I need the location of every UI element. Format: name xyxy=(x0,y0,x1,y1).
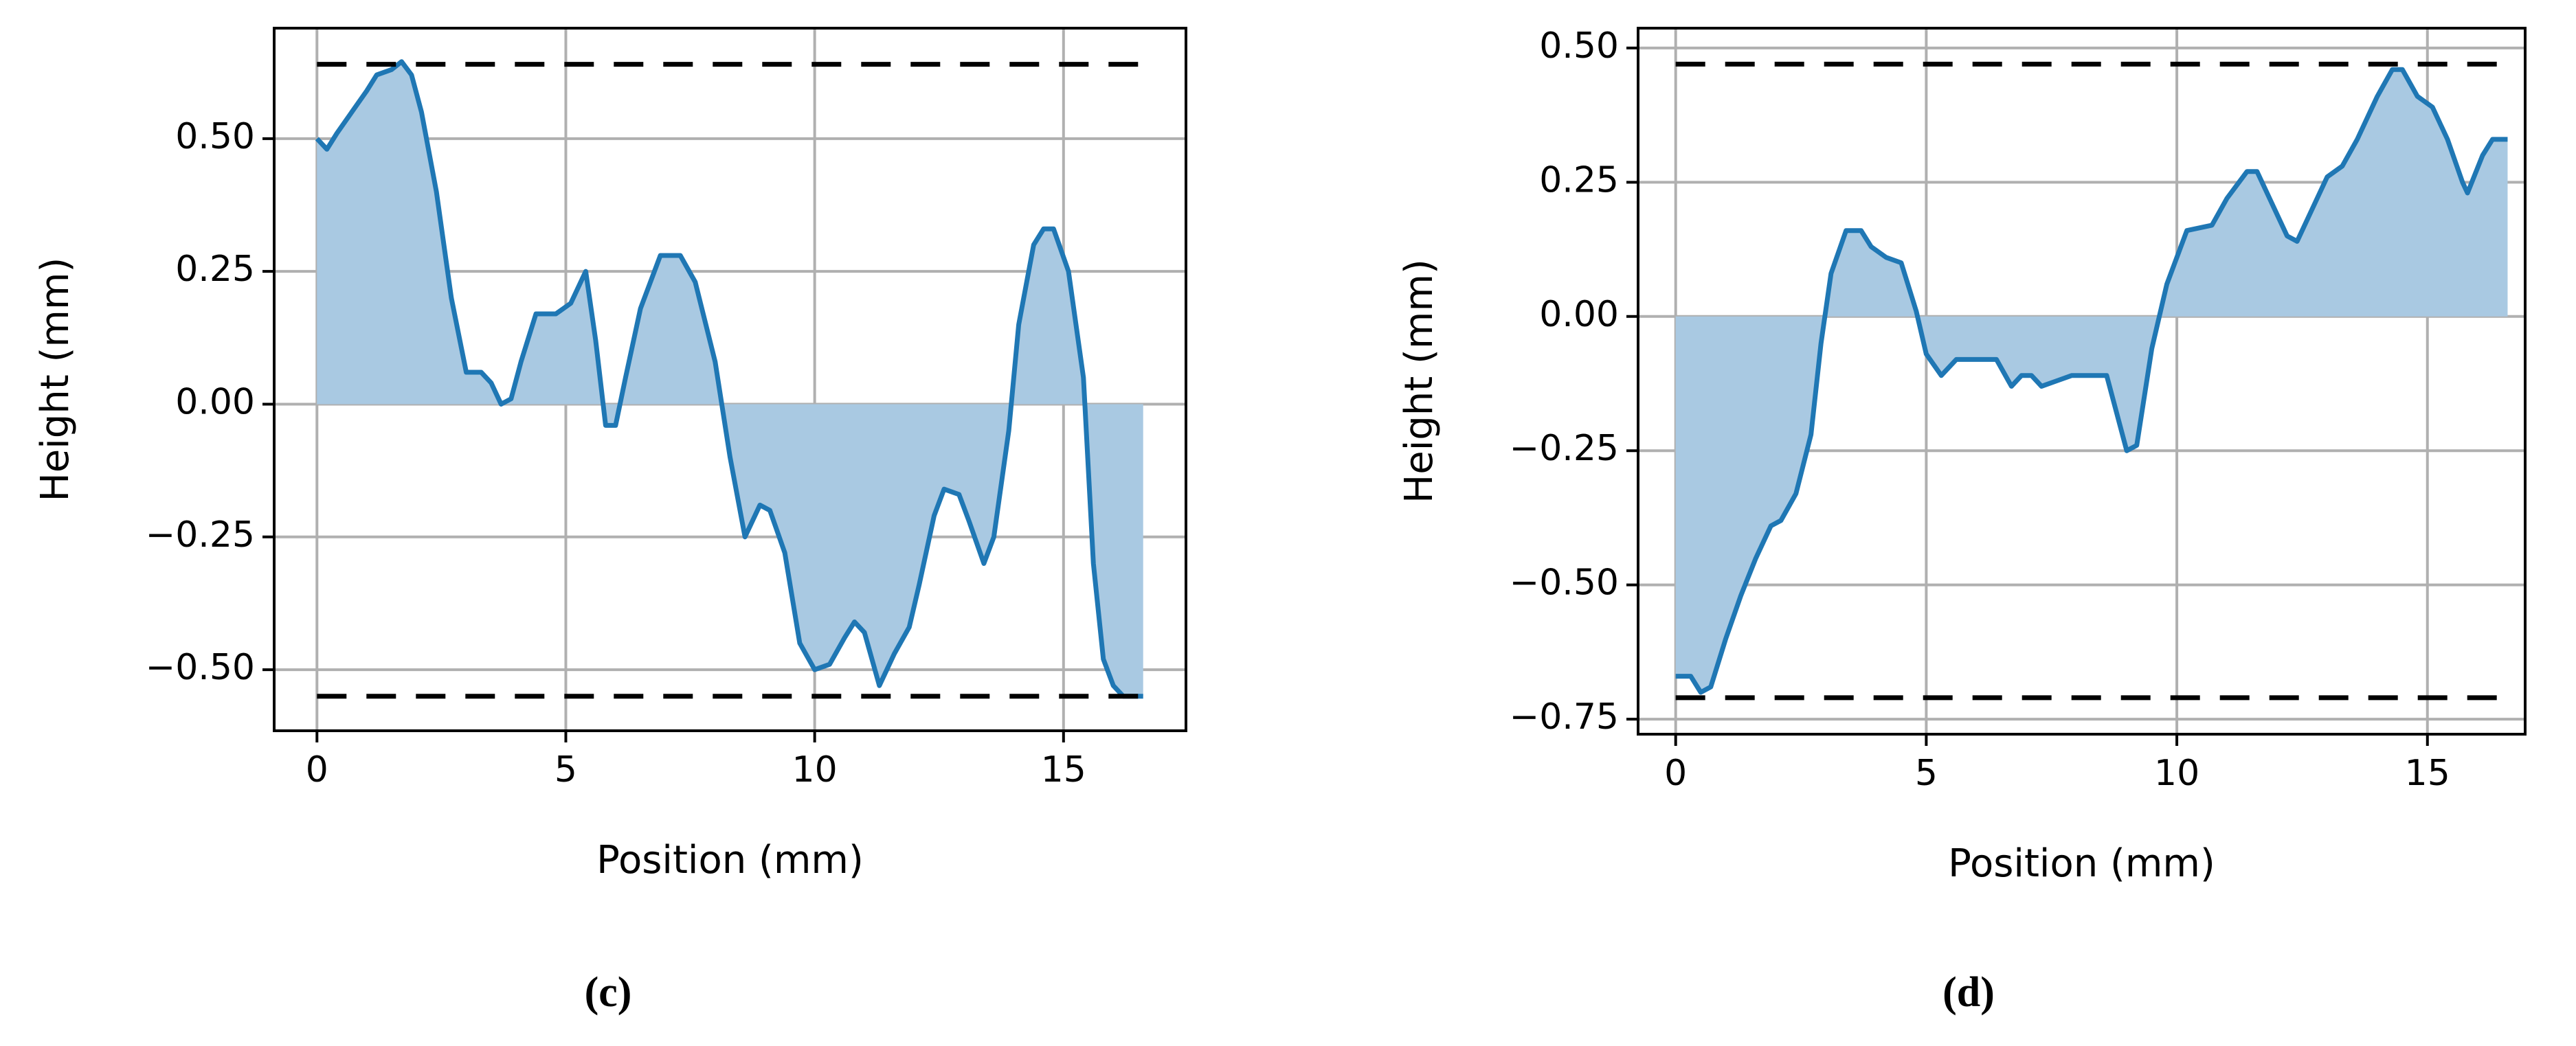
chart: 0 5 10 15 −0.75 −0.50 −0.25 0.00 0.25 0.50 Positio… xyxy=(1397,25,2527,1016)
y-axis-label: Height (mm) xyxy=(1397,259,1442,503)
y-tick-label: −0.50 xyxy=(146,647,255,688)
x-tick-label: 10 xyxy=(2154,753,2199,794)
x-axis-label: Position (mm) xyxy=(1948,841,2215,886)
y-tick-label: 0.50 xyxy=(175,116,255,157)
y-tick-label: 0.00 xyxy=(175,381,255,422)
x-tick-label: 15 xyxy=(2405,753,2450,794)
y-tick-label: −0.25 xyxy=(146,514,255,556)
axes-frame xyxy=(273,27,1187,732)
y-tick-label: 0.25 xyxy=(1539,159,1619,201)
data-line xyxy=(1675,67,2508,695)
x-tick-label: 15 xyxy=(1041,749,1086,791)
y-tick-label: −0.75 xyxy=(1510,696,1619,738)
y-axis-label: Height (mm) xyxy=(33,258,78,502)
area-fill xyxy=(317,61,1143,696)
x-tick-label: 0 xyxy=(1664,753,1687,794)
caption: (d) xyxy=(1942,969,1995,1016)
y-tick-label: 0.25 xyxy=(175,249,255,290)
y-tick-label: 0.00 xyxy=(1539,294,1619,335)
area-fill xyxy=(1675,69,2508,693)
axes-frame xyxy=(1637,27,2527,736)
data-line xyxy=(315,59,1143,699)
x-tick-label: 0 xyxy=(306,749,328,791)
caption: (c) xyxy=(585,969,632,1016)
chart: 0 5 10 15 −0.50 −0.25 0.00 0.25 0.50 Position (mm… xyxy=(33,27,1187,1016)
y-tick-label: 0.50 xyxy=(1539,25,1619,67)
y-tick-label: −0.25 xyxy=(1510,428,1619,469)
x-tick-label: 10 xyxy=(792,749,838,791)
y-tick-label: −0.50 xyxy=(1510,562,1619,604)
x-tick-label: 5 xyxy=(555,749,577,791)
x-axis-label: Position (mm) xyxy=(596,838,864,883)
x-tick-label: 5 xyxy=(1915,753,1938,794)
